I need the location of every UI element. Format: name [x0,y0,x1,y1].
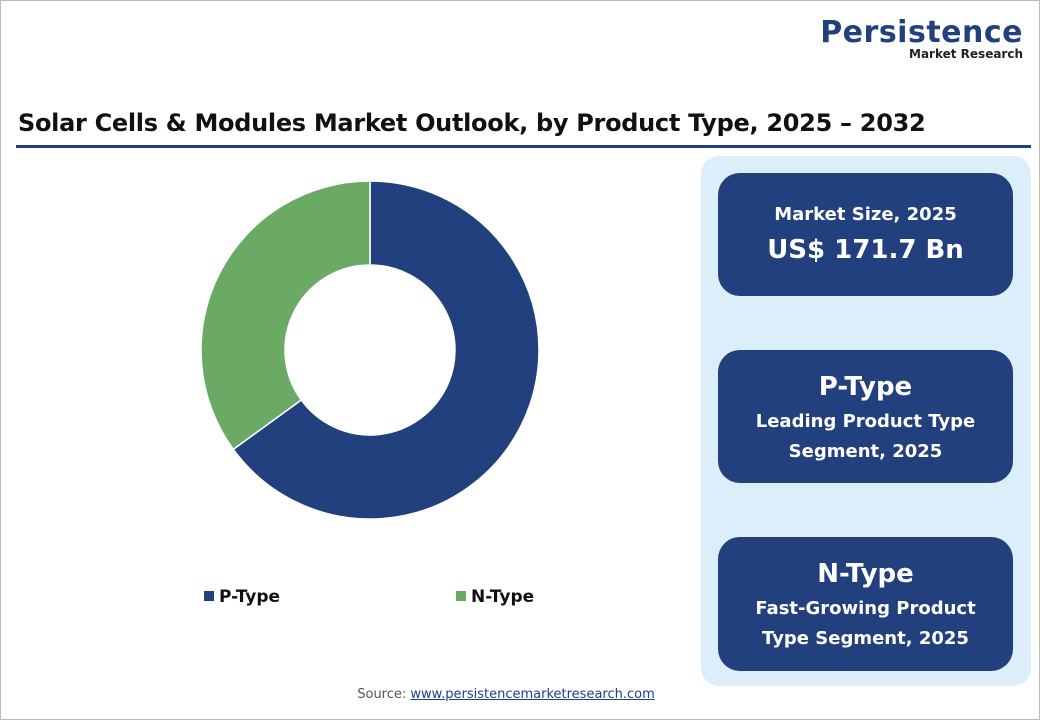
logo-name: Persistence [820,15,1023,50]
donut-slice [232,180,540,520]
card: N-Type Fast-Growing Product Type Segment… [718,537,1013,671]
chart-title: Solar Cells & Modules Market Outlook, by… [18,109,926,137]
card-text: Leading Product Type [755,410,976,432]
legend-swatch [204,591,214,601]
card-value: US$ 171.7 Bn [767,234,964,265]
card-text: Type Segment, 2025 [762,628,969,649]
title-rule [16,145,1031,148]
card-heading: N-Type [817,559,914,589]
chart: P-Type N-Type [200,180,540,607]
card: P-Type Leading Product Type Segment, 202… [718,350,1013,483]
card-label: Market Size, 2025 [774,203,957,225]
legend-label: P-Type [219,587,280,607]
card-text: Fast-Growing Product [755,598,976,619]
legend-label: N-Type [471,587,534,607]
source-link[interactable]: www.persistencemarketresearch.com [410,687,655,702]
card: Market Size, 2025 US$ 171.7 Bn [718,173,1013,296]
donut-slice [200,180,371,451]
card-text: Segment, 2025 [788,440,943,462]
card-heading: P-Type [818,371,913,402]
logo-tagline: Market Research [909,47,1023,61]
source: Source: www.persistencemarketresearch.co… [1,687,1011,702]
legend-swatch [456,591,466,601]
source-label: Source: [357,687,407,702]
